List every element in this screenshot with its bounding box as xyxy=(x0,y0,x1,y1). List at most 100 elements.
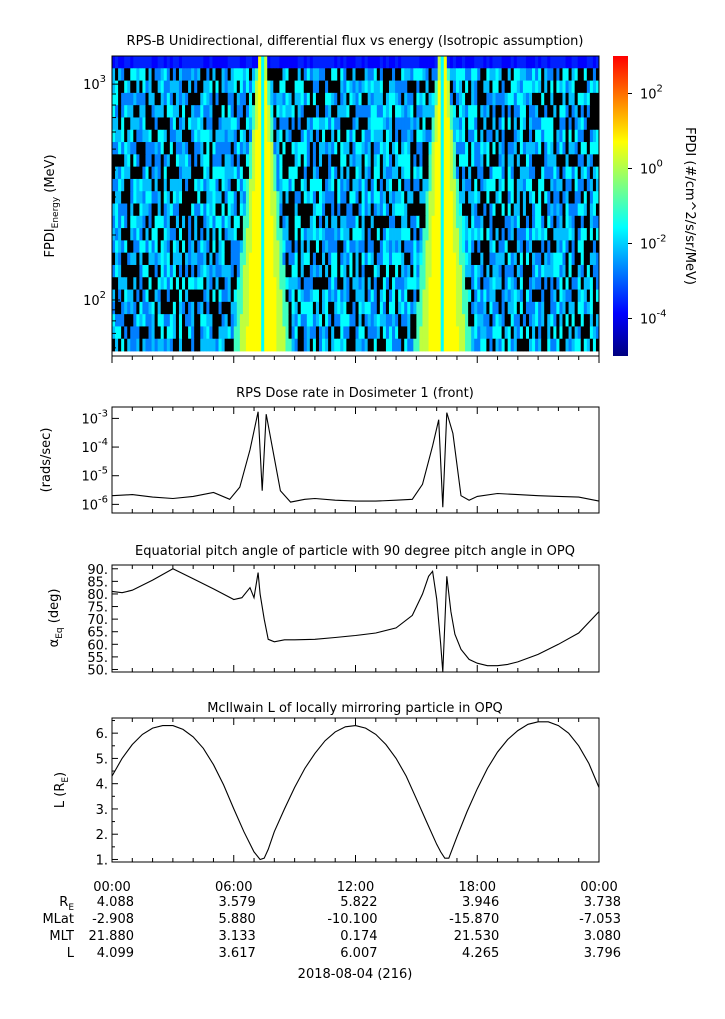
spectrogram-cell xyxy=(541,80,545,94)
spectrogram-cell xyxy=(519,68,524,81)
spectrogram-cell xyxy=(294,289,299,303)
spectrogram-cell xyxy=(118,215,122,229)
spectrogram-cell xyxy=(532,80,536,94)
spectrogram-cell xyxy=(124,191,128,204)
spectrogram-cell xyxy=(154,178,159,192)
spectrogram-cell xyxy=(175,203,180,217)
spectrogram-cell xyxy=(388,289,393,303)
spectrogram-cell xyxy=(532,215,536,229)
spectrogram-cell xyxy=(145,129,149,143)
spectrogram-cell xyxy=(413,56,417,69)
spectrogram-cell xyxy=(544,289,548,303)
spectrogram-cell xyxy=(559,154,563,168)
spectrogram-cell xyxy=(538,129,542,143)
spectrogram-cell xyxy=(455,129,460,143)
spectrogram-cell xyxy=(370,68,375,81)
spectrogram-cell xyxy=(194,203,198,217)
spectrogram-cell xyxy=(483,314,487,327)
spectrogram-cell xyxy=(352,178,356,192)
spectrogram-cell xyxy=(306,56,311,69)
spectrogram-cell xyxy=(127,56,131,69)
spectrogram-cell xyxy=(474,56,478,69)
spectrogram-cell xyxy=(425,289,429,303)
spectrogram-cell xyxy=(462,264,466,278)
spectrogram-cell xyxy=(395,264,399,278)
spectrogram-cell xyxy=(583,166,588,180)
spectrogram-cell xyxy=(568,142,573,155)
spectrogram-cell xyxy=(346,277,350,290)
spectrogram-cell xyxy=(568,56,573,69)
spectrogram-cell xyxy=(331,301,335,315)
spectrogram-cell xyxy=(541,92,545,106)
spectrogram-cell xyxy=(136,215,140,229)
spectrogram-cell xyxy=(404,142,408,155)
spectrogram-cell xyxy=(255,240,259,254)
spectrogram-cell xyxy=(452,264,457,278)
spectrogram-cell xyxy=(525,142,530,155)
spectrogram-cell xyxy=(407,203,411,217)
spectrogram-cell xyxy=(206,240,210,254)
lshell-ytick-label: 3. xyxy=(96,803,108,818)
spectrogram-cell xyxy=(154,142,159,155)
spectrogram-cell xyxy=(148,203,152,217)
dose-ytick-label: 10-6 xyxy=(81,494,108,513)
spectrogram-cell xyxy=(364,166,369,180)
spectrogram-cell xyxy=(574,178,579,192)
spectrogram-cell xyxy=(312,68,317,81)
spectrogram-cell xyxy=(340,80,344,94)
spectrogram-cell xyxy=(261,117,265,131)
spectrogram-cell xyxy=(224,338,229,352)
spectrogram-cell xyxy=(124,105,128,118)
spectrogram-cell xyxy=(568,301,573,315)
spectrogram-cell xyxy=(221,252,226,266)
spectrogram-cell xyxy=(501,56,506,69)
pitch-ytick-label: 75. xyxy=(87,601,108,616)
spectrogram-cell xyxy=(194,129,198,143)
spectrogram-cell xyxy=(242,252,247,266)
spectrogram-cell xyxy=(446,142,451,155)
spectrogram-cell xyxy=(322,228,326,241)
spectrogram-cell xyxy=(471,68,475,81)
spectrogram-cell xyxy=(242,228,247,241)
spectrogram-cell xyxy=(273,264,277,278)
spectrogram-cell xyxy=(528,314,533,327)
spectrogram-cell xyxy=(458,117,463,131)
spectrogram-cell xyxy=(285,215,289,229)
spectrogram-cell xyxy=(428,56,432,69)
spectrogram-cell xyxy=(191,326,195,340)
spectrogram-cell xyxy=(370,56,375,69)
spectrogram-cell xyxy=(376,301,381,315)
spectrogram-cell xyxy=(538,56,542,69)
spectrogram-cell xyxy=(227,80,232,94)
spectrogram-cell xyxy=(203,92,207,106)
spectrogram-cell xyxy=(583,289,588,303)
spectrogram-cell xyxy=(270,289,274,303)
spectrogram-cell xyxy=(577,68,582,81)
spectrogram-cell xyxy=(592,117,597,131)
spectrogram-cell xyxy=(242,314,247,327)
spectrogram-cell xyxy=(270,338,274,352)
spectrogram-cell xyxy=(398,277,402,290)
spectrogram-cell xyxy=(261,129,265,143)
panel-3-series-line xyxy=(111,568,600,673)
spectrogram-cell xyxy=(458,264,463,278)
spectrogram-cell xyxy=(212,166,216,180)
spectrogram-cell xyxy=(580,240,585,254)
spectrogram-cell xyxy=(112,264,116,278)
spectrogram-cell xyxy=(355,56,359,69)
spectrogram-cell xyxy=(318,56,323,69)
spectrogram-cell xyxy=(492,289,496,303)
spectrogram-cell xyxy=(413,178,417,192)
spectrogram-cell xyxy=(343,142,347,155)
spectrogram-cell xyxy=(489,252,493,266)
spectrogram-cell xyxy=(510,326,515,340)
spectrogram-cell xyxy=(586,117,591,131)
spectrogram-cell xyxy=(188,301,192,315)
spectrogram-cell xyxy=(142,56,146,69)
spectrogram-cell xyxy=(328,178,332,192)
spectrogram-cell xyxy=(358,154,362,168)
spectrogram-cell xyxy=(495,191,499,204)
spectrogram-cell xyxy=(203,166,207,180)
spectrogram-cell xyxy=(428,252,432,266)
spectrogram-cell xyxy=(270,240,274,254)
